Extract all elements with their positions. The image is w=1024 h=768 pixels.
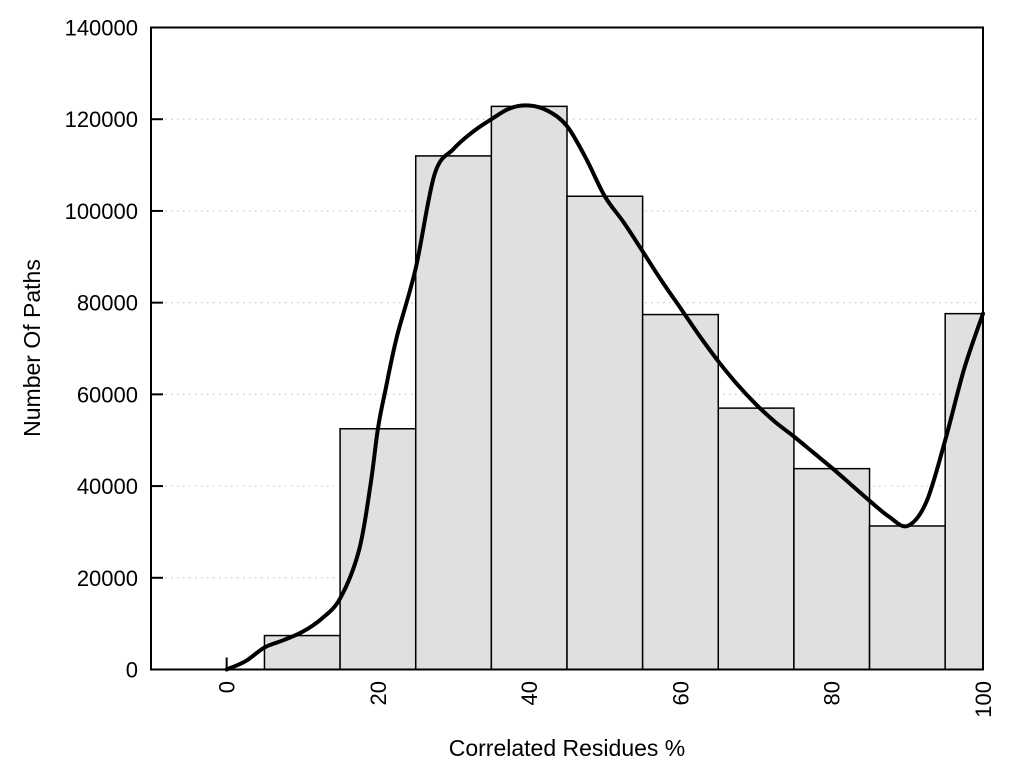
y-tick-label: 120000 [65,107,138,132]
histogram-bar [641,313,720,671]
x-tick-label: 60 [668,681,693,705]
density-curve [224,103,985,672]
histogram-bars [263,105,984,671]
y-tick-label: 0 [126,658,138,683]
x-tick-label: 20 [366,681,391,705]
tick-labels: 0 20000 40000 60000 80000 100000 120000 140000 0… [65,16,996,718]
histogram-bar [414,155,493,671]
x-axis-title: Correlated Residues % [449,735,686,761]
y-axis-title: Number Of Paths [19,259,45,437]
plot-border [150,26,984,671]
y-tick-label: 100000 [65,199,138,224]
x-tick-label: 100 [971,681,996,718]
histogram-bar [717,407,795,671]
histogram-bar [793,467,871,671]
histogram-bar [490,105,568,671]
smoothed-curve-path [224,103,985,672]
y-tick-label: 40000 [77,474,138,499]
y-tick-label: 60000 [77,382,138,407]
histogram-bar [263,634,341,671]
y-tick-label: 140000 [65,16,138,41]
y-tick-label: 20000 [77,566,138,591]
x-tick-label: 0 [215,681,240,693]
x-tick-label: 40 [517,681,542,705]
histogram-bar [868,525,946,671]
histogram-bar [566,195,644,671]
histogram-bar [339,428,417,671]
y-tick-label: 80000 [77,291,138,316]
x-tick-label: 80 [820,681,845,705]
